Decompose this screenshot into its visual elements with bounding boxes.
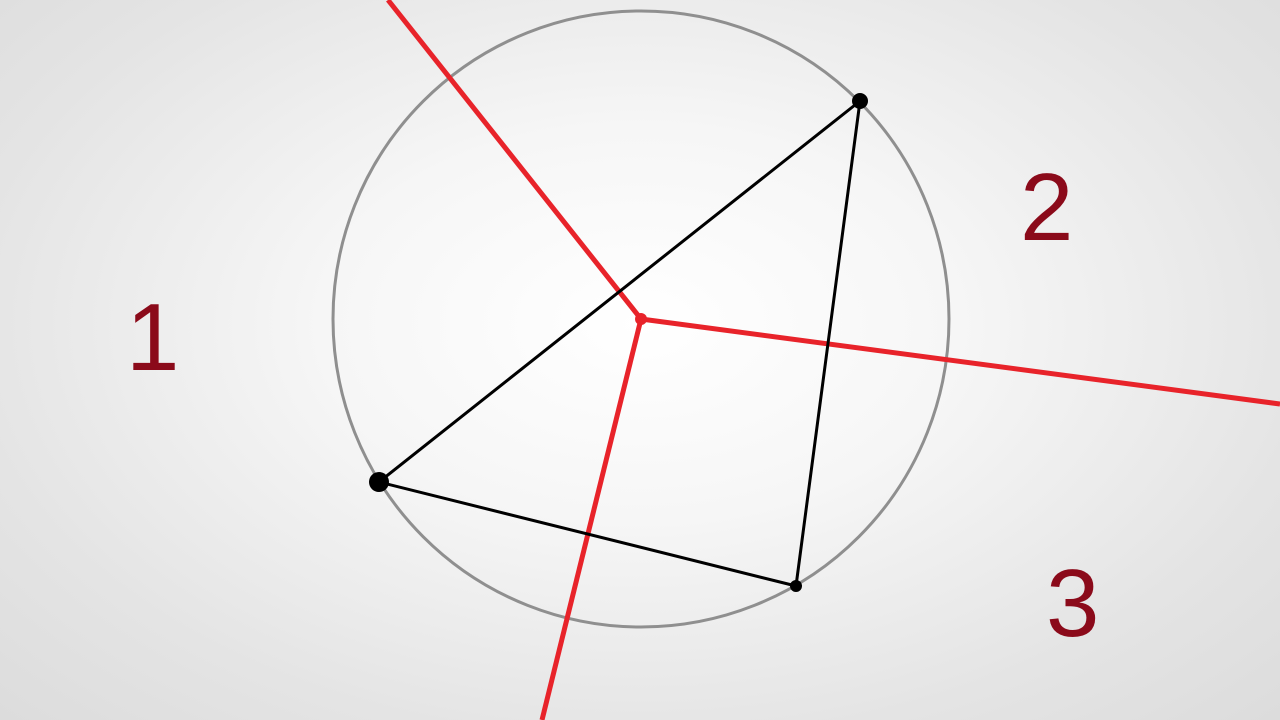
vertex-top-right: [852, 93, 868, 109]
perpendicular-bisector-1-2: [386, 0, 643, 321]
region-label-2: 2: [1020, 154, 1074, 261]
region-label-1: 1: [126, 284, 180, 391]
circumcircle: [331, 9, 951, 629]
triangle: [377, 99, 862, 588]
perpendicular-bisector-2-3: [640, 316, 1280, 407]
perpendicular-bisector-1-3: [539, 318, 644, 720]
circumcenter: [635, 313, 647, 325]
vertex-left: [369, 472, 389, 492]
vertex-bottom-right: [790, 580, 802, 592]
region-label-3: 3: [1046, 550, 1100, 657]
